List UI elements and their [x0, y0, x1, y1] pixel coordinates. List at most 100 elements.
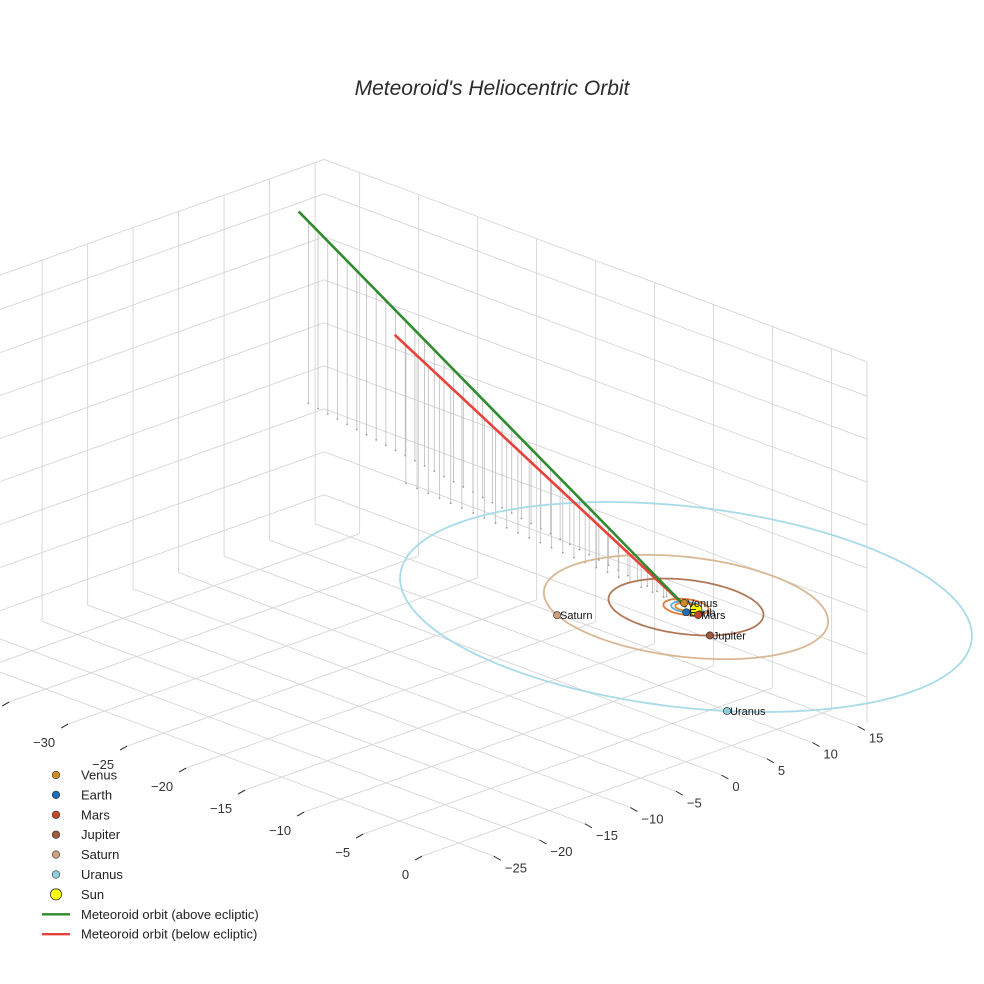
axis-ticks: −40−35−30−25−20−15−10−50−25−20−15−10−505… [1, 701, 883, 882]
legend-label: Venus [81, 768, 118, 783]
drop-point [443, 475, 445, 478]
x-tick-mark [60, 723, 69, 729]
legend-label: Jupiter [81, 827, 121, 842]
grid-line-x-floor [244, 643, 655, 791]
drop-point [405, 482, 407, 485]
legend-label: Uranus [81, 867, 123, 882]
x-tick-label: −20 [151, 779, 173, 794]
x-tick-label: −10 [269, 823, 291, 838]
grid-line-x-floor [8, 555, 419, 703]
legend-marker-uranus [51, 870, 61, 879]
x-tick-mark [119, 745, 128, 751]
y-tick-label: −10 [641, 812, 663, 827]
legend-marker-saturn [51, 850, 61, 859]
drop-point [375, 439, 378, 441]
grid-line-x-floor [362, 687, 773, 835]
grid-line-x-floor [421, 709, 832, 857]
meteoroid-line-below [393, 333, 687, 608]
y-tick-label: 5 [778, 763, 785, 778]
grid-line-z-wall [0, 408, 868, 612]
y-tick-mark [675, 790, 684, 796]
orbit-jupiter [607, 577, 765, 637]
planet-label-mars: Mars [701, 610, 726, 622]
y-tick-mark [721, 774, 729, 780]
x-tick-mark [237, 789, 246, 795]
drop-point [461, 507, 463, 510]
drop-point [520, 517, 523, 520]
meteoroid-line-above [297, 210, 687, 608]
orbit-mars [662, 597, 710, 617]
drop-point [317, 407, 319, 410]
legend-label: Meteoroid orbit (above ecliptic) [81, 907, 259, 922]
drop-point [640, 586, 643, 589]
drop-point [384, 444, 387, 447]
planet-jupiter [706, 631, 714, 640]
legend-label: Saturn [81, 847, 119, 862]
planet-mars [694, 611, 703, 619]
drop-point [452, 480, 455, 483]
drop-point [588, 553, 591, 556]
legend-label: Mars [81, 807, 110, 822]
drop-point [346, 423, 349, 426]
legend-marker-earth [51, 790, 61, 800]
legend: Venus Earth Mars Jupiter Saturn Uranus Sun Mete… [42, 768, 259, 942]
legend-label: Earth [81, 787, 112, 802]
drop-point [573, 556, 575, 559]
x-tick-mark [178, 767, 187, 773]
y-tick-mark [584, 823, 593, 829]
x-tick-mark [1, 701, 10, 707]
drop-point [606, 571, 609, 574]
drop-point [595, 566, 598, 569]
y-tick-label: −15 [596, 828, 618, 843]
drop-point [549, 533, 552, 535]
legend-label: Meteoroid orbit (below ecliptic) [81, 927, 257, 942]
grid-line-z-wall [0, 365, 868, 569]
x-tick-mark [414, 855, 423, 861]
y-tick-label: −20 [550, 844, 572, 859]
drop-point [505, 526, 508, 529]
drop-point [662, 596, 665, 599]
drop-point [462, 486, 465, 488]
drop-point [607, 564, 610, 567]
planet-label-jupiter: Jupiter [713, 630, 746, 642]
drop-point [472, 512, 475, 514]
meteoroid-drop-lines [307, 221, 678, 603]
planet-saturn [553, 611, 561, 620]
drop-point [561, 551, 564, 554]
y-tick-label: 0 [732, 779, 739, 794]
x-tick-label: −30 [33, 735, 55, 750]
x-tick-label: −25 [92, 757, 114, 772]
y-tick-label: 15 [869, 730, 883, 745]
x-tick-label: 0 [402, 867, 409, 882]
drop-point [394, 449, 397, 452]
grid-line-z-wall [0, 494, 868, 698]
drop-point [501, 506, 503, 509]
pane-top-edge [0, 158, 868, 363]
drop-point [483, 517, 486, 519]
drop-point [559, 538, 562, 541]
legend-label: Sun [81, 887, 104, 902]
drop-point [416, 487, 419, 490]
drop-point [355, 428, 358, 431]
planet-uranus [723, 707, 731, 715]
y-tick-label: −25 [505, 860, 527, 875]
grid-line-x-floor [0, 533, 360, 663]
x-tick-mark [355, 833, 364, 839]
drop-point [481, 496, 484, 499]
drop-point [427, 492, 430, 495]
orbit-uranus [399, 501, 973, 713]
grid-line-z-wall [0, 193, 868, 397]
drop-point [517, 531, 519, 534]
grid-line-x-floor [303, 665, 714, 813]
legend-marker-sun [50, 888, 63, 901]
legend-marker-jupiter [51, 830, 61, 839]
drop-point [651, 591, 654, 594]
planet-venus [680, 599, 689, 607]
legend-marker-venus [51, 770, 61, 780]
grid-line-z-wall [0, 279, 868, 483]
grid-line-z-wall [0, 322, 868, 526]
drop-point [528, 536, 531, 539]
drop-point [568, 543, 571, 546]
drop-point [494, 522, 497, 524]
